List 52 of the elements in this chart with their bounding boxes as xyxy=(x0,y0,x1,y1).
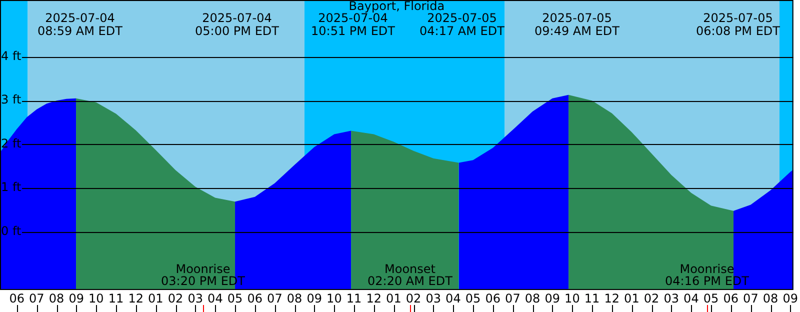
x-tick-label: 06 xyxy=(9,291,24,306)
x-tick-label: 05 xyxy=(465,291,481,306)
x-tick-label: 09 xyxy=(306,291,322,306)
x-tick-label: 05 xyxy=(227,291,243,306)
x-tick-label: 12 xyxy=(366,291,382,306)
x-tick-label: 01 xyxy=(386,291,402,306)
x-tick-label: 03 xyxy=(664,291,680,306)
annotation: 2025-07-04 10:51 PM EDT xyxy=(311,11,396,38)
x-tick-label: 03 xyxy=(426,291,442,306)
x-tick-label: 08 xyxy=(286,291,302,306)
annotation: 2025-07-04 08:59 AM EDT xyxy=(38,11,124,38)
x-tick-label: 08 xyxy=(48,291,64,306)
x-tick-label: 12 xyxy=(604,291,620,306)
x-tick-label: 04 xyxy=(446,291,461,306)
x-tick-label: 10 xyxy=(326,291,342,306)
x-tick-label: 06 xyxy=(723,291,739,306)
x-tick-label: 11 xyxy=(584,291,600,306)
y-tick-label: 3 ft xyxy=(1,92,22,107)
chart-title: Bayport, Florida xyxy=(348,0,445,14)
x-tick-label: 09 xyxy=(782,291,798,306)
x-tick-label: 04 xyxy=(208,291,223,306)
x-tick-label: 01 xyxy=(624,291,640,306)
x-tick-label: 06 xyxy=(247,291,262,306)
x-tick-label: 05 xyxy=(703,291,719,306)
x-tick-label: 03 xyxy=(188,291,203,306)
x-tick-label: 07 xyxy=(29,291,44,306)
y-tick-label: 0 ft xyxy=(1,224,22,238)
x-tick-label: 12 xyxy=(128,291,144,306)
x-tick-label: 02 xyxy=(406,291,422,306)
x-tick-label: 08 xyxy=(524,291,540,306)
annotation: 2025-07-05 04:17 AM EDT xyxy=(420,11,506,38)
x-tick-label: 04 xyxy=(684,291,699,306)
x-tick-label: 01 xyxy=(148,291,164,306)
x-tick-label: 11 xyxy=(108,291,124,306)
x-tick-label: 08 xyxy=(762,291,778,306)
annotation: Moonset 02:20 AM EDT xyxy=(368,262,454,288)
x-tick-label: 07 xyxy=(267,291,282,306)
x-tick-label: 09 xyxy=(68,291,84,306)
x-tick-label: 07 xyxy=(743,291,758,306)
annotation: 2025-07-05 09:49 AM EDT xyxy=(534,11,620,38)
x-tick-label: 11 xyxy=(346,291,362,306)
y-tick-label: 2 ft xyxy=(1,136,22,150)
x-tick-label: 09 xyxy=(544,291,560,306)
x-tick-label: 10 xyxy=(88,291,104,306)
annotation: 2025-07-04 05:00 PM EDT xyxy=(195,11,280,38)
x-tick-label: 07 xyxy=(505,291,520,306)
y-tick-label: 1 ft xyxy=(1,180,22,194)
x-tick-label: 06 xyxy=(485,291,501,306)
x-tick-label: 10 xyxy=(564,291,580,306)
y-tick-label: 4 ft xyxy=(1,48,22,63)
x-tick-label: 02 xyxy=(644,291,660,306)
x-tick-label: 02 xyxy=(168,291,184,306)
